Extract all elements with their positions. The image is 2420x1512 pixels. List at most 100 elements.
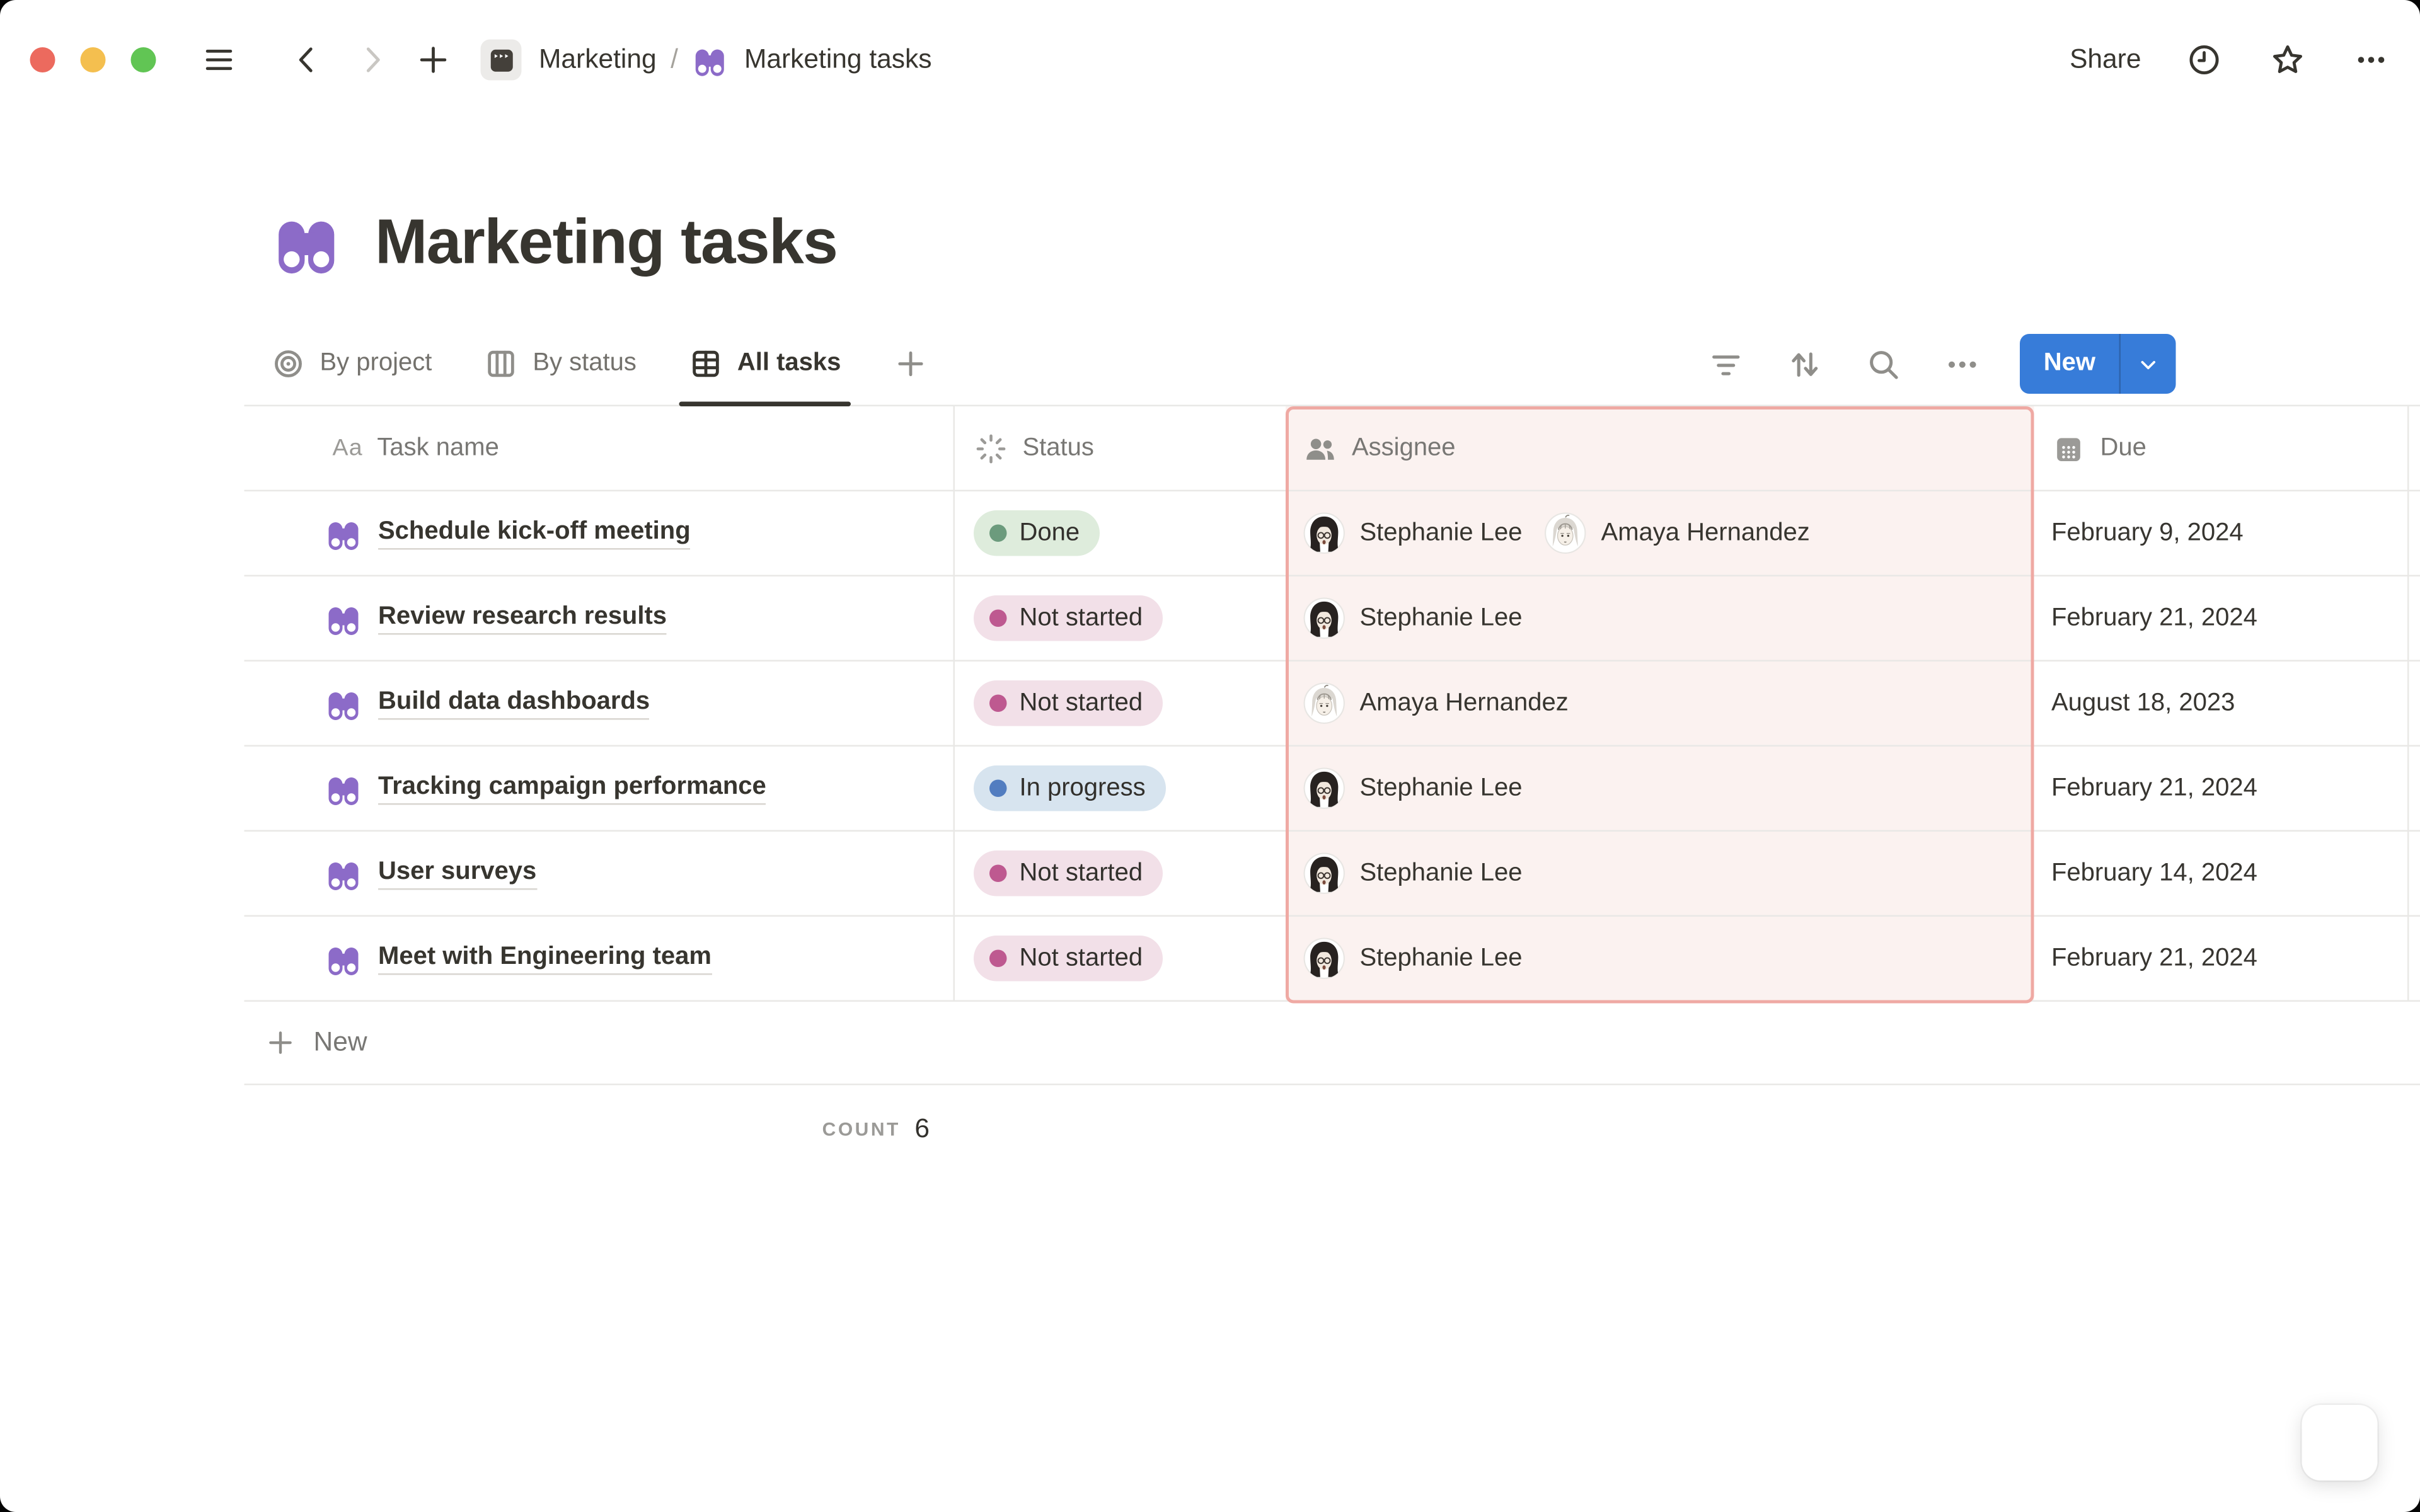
assignee-chip[interactable]: Stephanie Lee xyxy=(1303,767,1523,810)
assignee-name: Amaya Hernandez xyxy=(1601,518,1810,546)
binoculars-icon xyxy=(325,939,362,977)
assignee-chip[interactable]: Stephanie Lee xyxy=(1303,512,1523,555)
minimize-window-button[interactable] xyxy=(80,47,106,72)
nav-back-button[interactable] xyxy=(287,40,328,81)
tasks-table: Aa Task name Status xyxy=(244,406,2420,1174)
task-cell[interactable]: User surveys xyxy=(245,832,955,915)
assignee-cell[interactable]: Stephanie Lee xyxy=(1286,747,2034,830)
due-cell[interactable]: February 21, 2024 xyxy=(2034,576,2409,660)
due-cell[interactable]: August 18, 2023 xyxy=(2034,662,2409,745)
task-title[interactable]: Tracking campaign performance xyxy=(378,772,766,805)
due-cell[interactable]: February 14, 2024 xyxy=(2034,832,2409,915)
status-label: Done xyxy=(1019,518,1080,546)
assignee-name: Stephanie Lee xyxy=(1359,774,1523,801)
updates-button[interactable] xyxy=(2184,40,2225,81)
breadcrumb-page[interactable]: Marketing tasks xyxy=(744,44,932,74)
binoculars-icon xyxy=(325,599,362,637)
close-window-button[interactable] xyxy=(30,47,55,72)
page-icon[interactable] xyxy=(271,208,342,279)
count-footer[interactable]: COUNT 6 xyxy=(245,1085,955,1174)
assignee-chip[interactable]: Stephanie Lee xyxy=(1303,937,1523,980)
status-pill[interactable]: Not started xyxy=(974,936,1163,982)
column-header-assignee[interactable]: Assignee xyxy=(1286,406,2034,490)
assignee-cell[interactable]: Stephanie Lee xyxy=(1286,832,2034,915)
status-pill[interactable]: Not started xyxy=(974,595,1163,641)
sort-arrows-icon xyxy=(1791,352,1818,376)
favorite-button[interactable] xyxy=(2267,40,2308,81)
assignee-cell[interactable]: Stephanie Lee xyxy=(1286,576,2034,660)
task-title[interactable]: Build data dashboards xyxy=(378,687,650,719)
due-date: February 21, 2024 xyxy=(2051,944,2257,971)
binoculars-icon xyxy=(328,521,359,549)
due-date: February 21, 2024 xyxy=(2051,604,2257,631)
status-cell[interactable]: Not started xyxy=(955,576,1286,660)
assignee-chip[interactable]: Amaya Hernandez xyxy=(1545,512,1810,555)
due-cell[interactable]: February 9, 2024 xyxy=(2034,491,2409,575)
avatar-amaya-hernandez xyxy=(1545,512,1586,554)
sidebar-menu-button[interactable] xyxy=(199,40,239,81)
status-pill[interactable]: Not started xyxy=(974,850,1163,896)
new-button-dropdown[interactable] xyxy=(2121,334,2176,394)
board-columns-icon xyxy=(488,350,515,377)
assignee-chip[interactable]: Stephanie Lee xyxy=(1303,852,1523,895)
task-cell[interactable]: Build data dashboards xyxy=(245,662,955,745)
column-header-due[interactable]: Due xyxy=(2034,406,2409,490)
new-button[interactable]: New xyxy=(2043,350,2095,377)
task-title[interactable]: Review research results xyxy=(378,602,667,634)
filter-button[interactable] xyxy=(1705,343,1746,384)
status-pill[interactable]: In progress xyxy=(974,765,1167,811)
share-button[interactable]: Share xyxy=(2070,44,2141,74)
task-cell[interactable]: Meet with Engineering team xyxy=(245,917,955,1000)
status-cell[interactable]: Not started xyxy=(955,832,1286,915)
avatar-stephanie-lee xyxy=(1303,512,1345,554)
assignee-cell[interactable]: Amaya Hernandez xyxy=(1286,662,2034,745)
page-title[interactable]: Marketing tasks xyxy=(375,208,838,277)
due-cell[interactable]: February 21, 2024 xyxy=(2034,747,2409,830)
nav-forward-button[interactable] xyxy=(352,40,393,81)
task-cell[interactable]: Review research results xyxy=(245,576,955,660)
table-row: Meet with Engineering team Not started S… xyxy=(244,917,2420,1002)
column-header-status[interactable]: Status xyxy=(955,406,1286,490)
breadcrumb-project-icon[interactable] xyxy=(480,39,522,81)
view-options-button[interactable] xyxy=(1941,343,1982,384)
status-cell[interactable]: Not started xyxy=(955,662,1286,745)
column-header-task-name[interactable]: Aa Task name xyxy=(245,406,955,490)
star-icon xyxy=(2273,45,2303,73)
column-label: Assignee xyxy=(1352,433,1456,461)
status-cell[interactable]: Not started xyxy=(955,917,1286,1000)
task-cell[interactable]: Schedule kick-off meeting xyxy=(245,491,955,575)
new-button-divider xyxy=(2119,334,2121,394)
add-view-button[interactable] xyxy=(893,323,928,405)
new-row-button[interactable]: New xyxy=(244,1002,2420,1085)
tab-by-project[interactable]: By project xyxy=(271,323,432,405)
avatar-stephanie-lee xyxy=(1303,767,1345,809)
zoom-window-button[interactable] xyxy=(130,47,156,72)
search-button[interactable] xyxy=(1862,343,1903,384)
task-title[interactable]: User surveys xyxy=(378,857,537,890)
task-title[interactable]: Meet with Engineering team xyxy=(378,942,712,975)
status-pill[interactable]: Done xyxy=(974,510,1100,556)
projects-icon xyxy=(490,49,512,71)
table-row: Schedule kick-off meeting Done Stephanie… xyxy=(244,491,2420,576)
task-title[interactable]: Schedule kick-off meeting xyxy=(378,517,691,549)
tab-all-tasks[interactable]: All tasks xyxy=(679,323,850,406)
assignee-chip[interactable]: Stephanie Lee xyxy=(1303,597,1523,640)
status-cell[interactable]: Done xyxy=(955,491,1286,575)
breadcrumb-project[interactable]: Marketing xyxy=(539,44,657,74)
status-pill[interactable]: Not started xyxy=(974,680,1163,726)
assignee-cell[interactable]: Stephanie Lee Amaya Hernandez xyxy=(1286,491,2034,575)
more-options-button[interactable] xyxy=(2351,40,2392,81)
new-page-button[interactable] xyxy=(413,40,454,81)
task-cell[interactable]: Tracking campaign performance xyxy=(245,747,955,830)
status-cell[interactable]: In progress xyxy=(955,747,1286,830)
binoculars-icon xyxy=(325,514,362,552)
people-icon xyxy=(1306,438,1334,459)
help-floating-button[interactable] xyxy=(2302,1405,2378,1480)
tab-by-status[interactable]: By status xyxy=(484,323,637,405)
assignee-chip[interactable]: Amaya Hernandez xyxy=(1303,682,1569,725)
binoculars-icon xyxy=(328,861,359,890)
assignee-cell[interactable]: Stephanie Lee xyxy=(1286,917,2034,1000)
table-row: Build data dashboards Not started Amaya … xyxy=(244,662,2420,747)
due-cell[interactable]: February 21, 2024 xyxy=(2034,917,2409,1000)
sort-button[interactable] xyxy=(1783,343,1824,384)
